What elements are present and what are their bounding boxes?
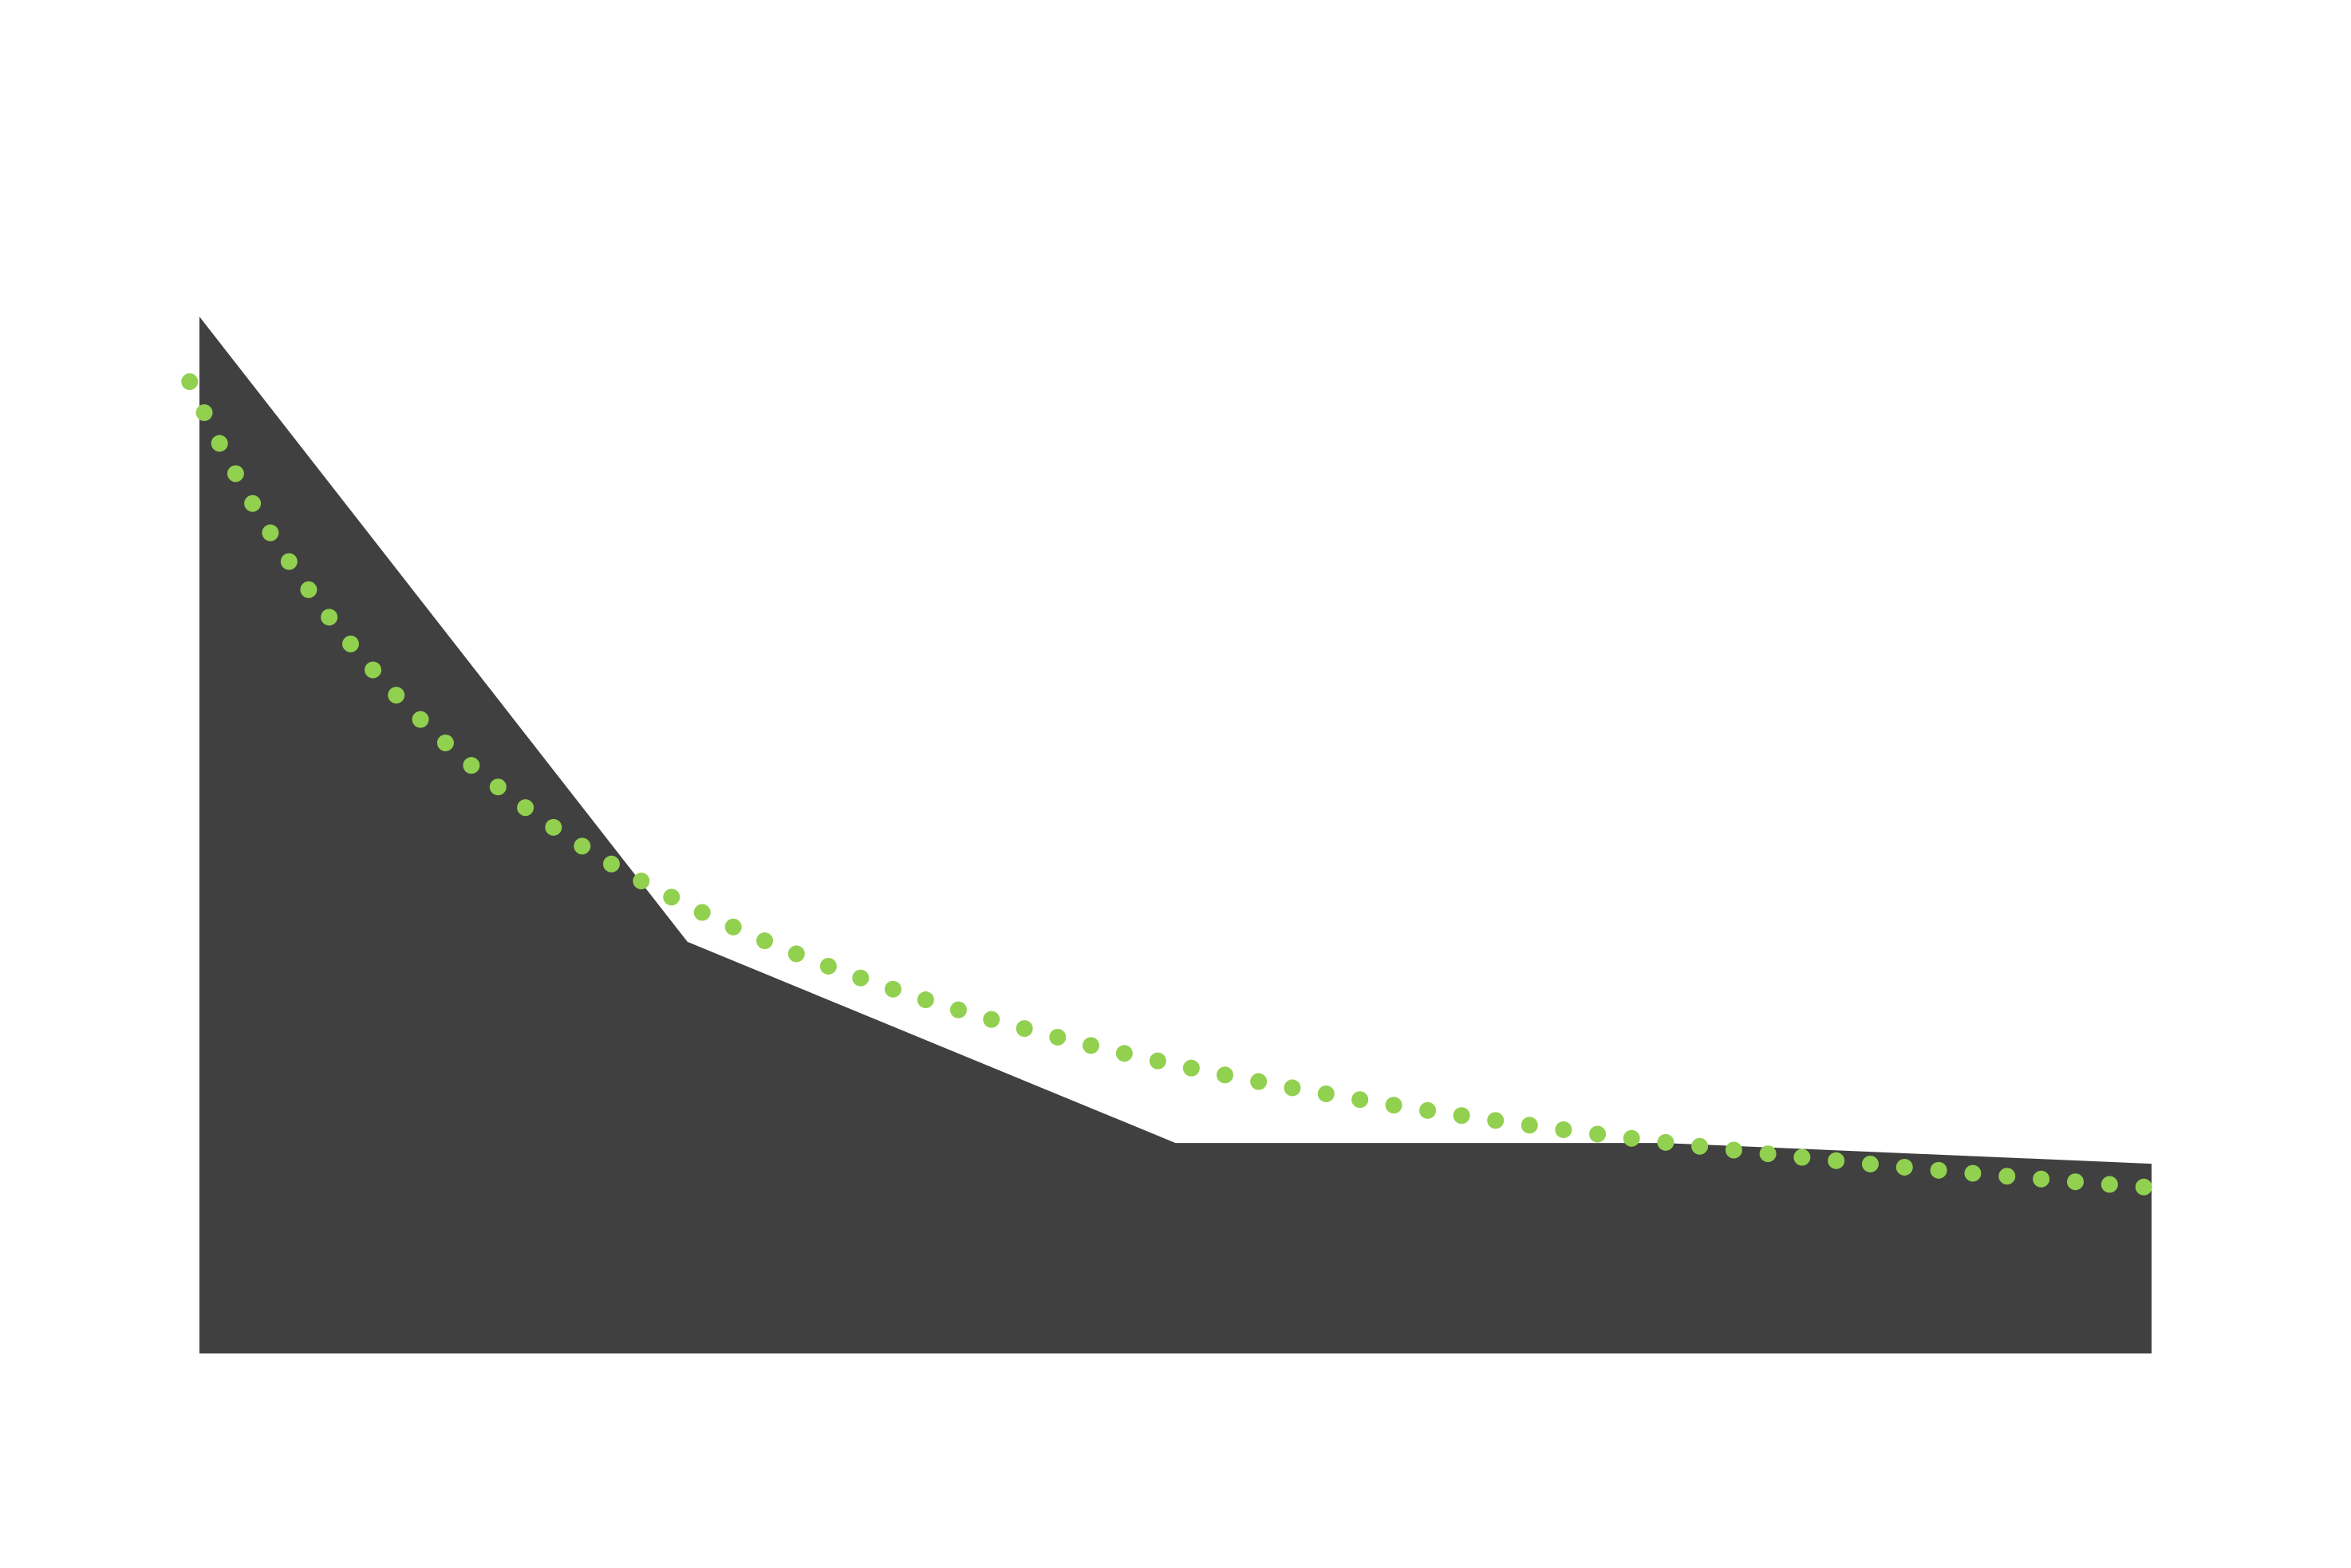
trendline-group xyxy=(181,372,2165,1196)
trendline-dotted xyxy=(181,372,2165,1196)
area-series-group xyxy=(199,316,2152,1353)
area-series-fill xyxy=(199,317,2152,1353)
